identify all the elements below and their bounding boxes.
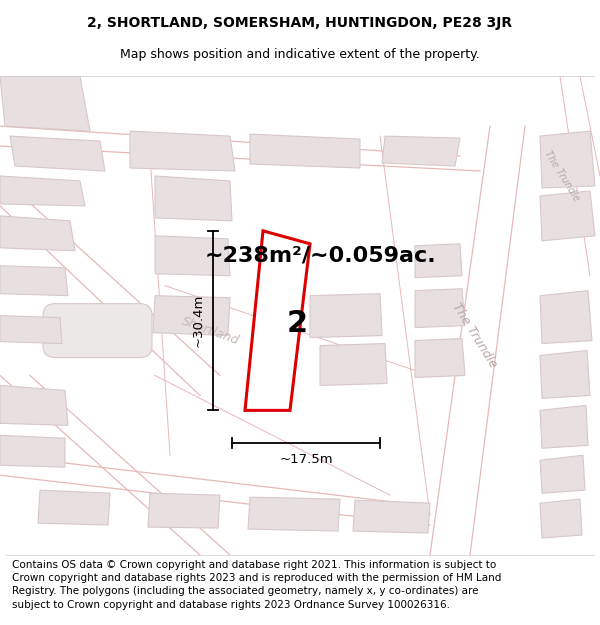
- Polygon shape: [248, 497, 340, 531]
- Polygon shape: [148, 493, 220, 528]
- Text: The Trundle: The Trundle: [450, 301, 500, 371]
- Polygon shape: [155, 236, 230, 276]
- Polygon shape: [540, 499, 582, 538]
- Polygon shape: [320, 344, 387, 386]
- Polygon shape: [0, 266, 68, 296]
- Polygon shape: [415, 339, 465, 377]
- Text: ~17.5m: ~17.5m: [279, 453, 333, 466]
- Polygon shape: [540, 291, 592, 344]
- Polygon shape: [0, 216, 75, 251]
- Polygon shape: [382, 136, 460, 166]
- Polygon shape: [0, 386, 68, 426]
- Text: Contains OS data © Crown copyright and database right 2021. This information is : Contains OS data © Crown copyright and d…: [12, 560, 502, 609]
- Text: The Trundle: The Trundle: [542, 149, 581, 203]
- Polygon shape: [0, 76, 90, 131]
- Polygon shape: [415, 244, 462, 278]
- Text: ~30.4m: ~30.4m: [192, 294, 205, 348]
- Polygon shape: [310, 294, 382, 338]
- Polygon shape: [540, 131, 595, 188]
- Polygon shape: [540, 351, 590, 398]
- Text: Shortland: Shortland: [179, 314, 241, 347]
- Polygon shape: [353, 500, 430, 533]
- Polygon shape: [0, 316, 62, 344]
- Text: 2, SHORTLAND, SOMERSHAM, HUNTINGDON, PE28 3JR: 2, SHORTLAND, SOMERSHAM, HUNTINGDON, PE2…: [88, 16, 512, 30]
- Polygon shape: [540, 191, 595, 241]
- Polygon shape: [10, 136, 105, 171]
- Polygon shape: [415, 289, 465, 328]
- FancyBboxPatch shape: [43, 304, 152, 358]
- Text: 2: 2: [286, 309, 308, 338]
- Polygon shape: [540, 406, 588, 448]
- Polygon shape: [130, 131, 235, 171]
- Text: Map shows position and indicative extent of the property.: Map shows position and indicative extent…: [120, 48, 480, 61]
- Polygon shape: [540, 455, 585, 493]
- Polygon shape: [38, 490, 110, 525]
- Polygon shape: [245, 231, 310, 411]
- Polygon shape: [155, 176, 232, 221]
- Polygon shape: [250, 134, 360, 168]
- Polygon shape: [153, 296, 230, 336]
- Text: ~238m²/~0.059ac.: ~238m²/~0.059ac.: [205, 246, 437, 266]
- Polygon shape: [0, 435, 65, 468]
- Polygon shape: [0, 176, 85, 206]
